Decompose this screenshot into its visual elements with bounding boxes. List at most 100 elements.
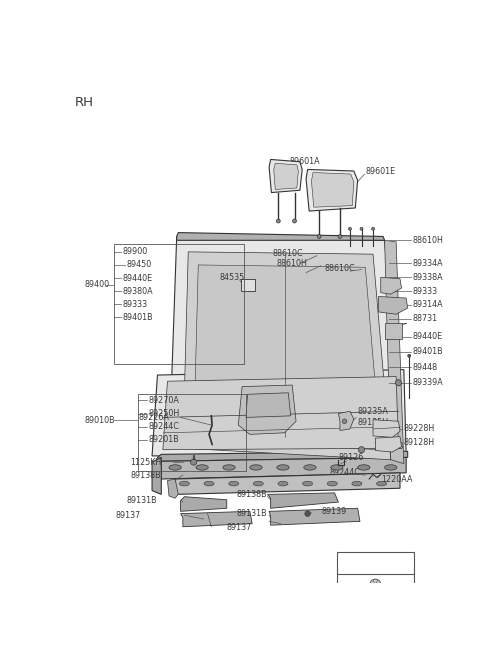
Circle shape [305,511,310,516]
Text: 89440E: 89440E [412,332,443,341]
Circle shape [359,447,365,453]
Bar [337,552,414,595]
Polygon shape [168,479,178,498]
Text: 89333: 89333 [412,287,437,295]
Text: 1125KH: 1125KH [131,458,162,466]
Polygon shape [246,393,291,417]
Text: 89244C: 89244C [329,468,360,477]
Bar [114,244,244,364]
Text: 89138B: 89138B [131,471,161,479]
Circle shape [372,227,374,231]
Circle shape [348,227,351,231]
Text: 88610C: 88610C [324,263,355,272]
Polygon shape [269,159,302,193]
Ellipse shape [358,465,370,470]
Ellipse shape [327,481,337,486]
Ellipse shape [331,465,343,470]
Polygon shape [238,385,296,434]
Polygon shape [163,377,398,450]
Ellipse shape [250,465,262,470]
Text: 89126: 89126 [338,453,364,462]
Text: 1123LJ: 1123LJ [359,558,392,568]
Text: 89900: 89900 [242,405,271,414]
Text: 89339A: 89339A [412,378,443,387]
Text: 89139: 89139 [322,507,347,516]
Polygon shape [169,236,404,468]
Circle shape [360,227,363,231]
Text: 89128H: 89128H [404,438,435,447]
Polygon shape [157,451,408,461]
Ellipse shape [228,481,239,486]
Text: 84535: 84535 [219,272,244,282]
Circle shape [396,380,402,386]
Polygon shape [306,170,358,211]
Text: 89010B: 89010B [84,416,115,425]
Ellipse shape [169,465,181,470]
Text: 88610C: 88610C [273,249,303,258]
Text: 89601E: 89601E [365,166,396,176]
Polygon shape [274,163,299,189]
Polygon shape [338,411,354,430]
Text: 89900: 89900 [123,248,148,256]
Text: 89250H: 89250H [149,409,180,418]
Circle shape [293,219,297,223]
Circle shape [276,219,280,223]
Circle shape [317,234,321,238]
Text: 89131B: 89131B [127,496,157,505]
Ellipse shape [204,481,214,486]
Text: 89440E: 89440E [123,274,153,282]
Text: 89138B: 89138B [237,490,267,499]
Polygon shape [161,457,406,479]
Bar [373,589,378,595]
Text: 89400: 89400 [84,280,109,290]
Polygon shape [180,496,227,512]
Text: 89135H: 89135H [358,419,389,427]
Polygon shape [269,508,360,525]
Polygon shape [381,277,402,294]
Text: 89137: 89137 [227,523,252,532]
Text: 89601A: 89601A [290,157,321,166]
Text: 1220AA: 1220AA [381,474,412,483]
Text: 89401B: 89401B [412,347,443,356]
Text: 88610H: 88610H [277,259,308,268]
Bar [241,279,255,291]
Text: 89270A: 89270A [149,396,180,405]
Circle shape [342,419,347,424]
Polygon shape [375,437,402,452]
Text: 88610H: 88610H [412,236,443,245]
Text: 89334A: 89334A [412,259,443,268]
Ellipse shape [302,481,312,486]
Polygon shape [177,233,384,240]
Text: RH: RH [75,96,94,109]
Text: 11403B: 11403B [373,442,404,451]
Text: 89226A: 89226A [138,413,169,422]
Ellipse shape [384,465,397,470]
Polygon shape [378,297,408,314]
Circle shape [191,459,197,465]
Ellipse shape [376,481,386,486]
Ellipse shape [253,481,264,486]
Circle shape [370,579,381,590]
Text: 88731: 88731 [412,314,437,324]
Polygon shape [175,473,400,495]
Text: 89131B: 89131B [237,509,267,518]
Text: 89450: 89450 [127,261,152,269]
Polygon shape [193,265,381,450]
Ellipse shape [180,481,190,486]
Text: 89137: 89137 [115,511,140,519]
Text: 89235A: 89235A [358,407,388,416]
Text: 89333: 89333 [123,300,148,309]
Text: 89448: 89448 [412,363,437,372]
Polygon shape [152,457,161,495]
Circle shape [408,354,411,358]
Polygon shape [312,172,354,207]
Ellipse shape [223,465,235,470]
Ellipse shape [278,481,288,486]
Text: 89244C: 89244C [149,422,180,431]
Circle shape [338,234,342,238]
Text: 89380A: 89380A [123,287,154,295]
Bar [138,394,246,472]
Bar [384,324,402,339]
Polygon shape [384,240,404,464]
Ellipse shape [196,465,208,470]
